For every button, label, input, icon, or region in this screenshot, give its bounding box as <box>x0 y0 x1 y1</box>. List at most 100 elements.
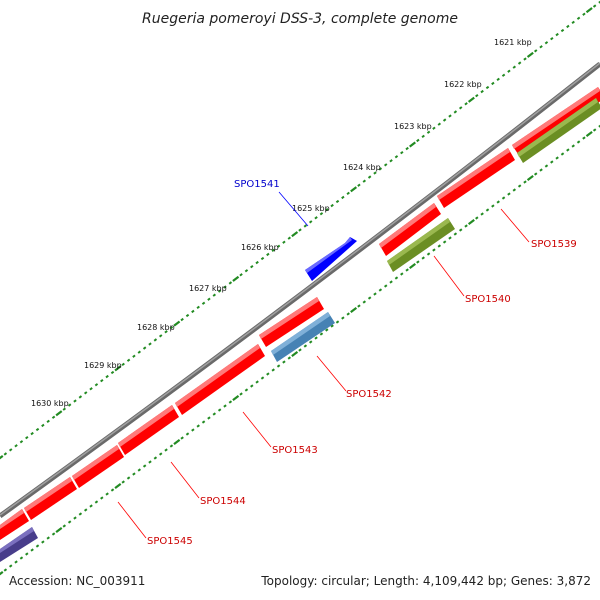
tick-mark <box>223 285 227 289</box>
tick-mark <box>282 240 286 244</box>
gene-cds-forward[interactable] <box>437 148 515 208</box>
gene-cds-forward[interactable] <box>175 344 265 415</box>
gene-cds-reverse[interactable] <box>0 527 38 562</box>
tick-mark <box>14 444 18 448</box>
tick-mark <box>158 334 163 338</box>
outer-tick-track <box>0 0 600 460</box>
gene-label-spo1545[interactable]: SPO1545 <box>147 536 193 547</box>
tick-mark <box>598 0 600 4</box>
gene-cds-forward[interactable] <box>24 477 77 520</box>
gene-cds-reverse[interactable] <box>517 98 600 163</box>
tick-label: 1630 kbp <box>31 399 69 408</box>
tick-mark <box>585 7 593 14</box>
gene-cds-forward[interactable] <box>512 87 600 157</box>
tick-mark <box>114 483 122 489</box>
tick-mark <box>100 378 104 383</box>
tick-mark <box>585 131 593 137</box>
tick-mark <box>158 452 163 456</box>
tick-mark <box>110 370 115 375</box>
tick-mark <box>421 134 425 139</box>
tick-mark <box>185 313 190 318</box>
tick-mark <box>0 455 4 460</box>
tick-mark <box>335 320 340 324</box>
tick-mark <box>137 468 142 472</box>
tick-mark <box>260 256 265 261</box>
tick-mark <box>287 356 292 360</box>
tick-mark <box>409 141 416 148</box>
tick-mark <box>526 175 534 181</box>
gene-label-spo1540[interactable]: SPO1540 <box>465 294 511 305</box>
tick-mark <box>142 464 147 468</box>
tick-mark <box>41 423 45 428</box>
gene-cds-forward[interactable] <box>379 203 441 256</box>
tick-mark <box>400 272 404 276</box>
gene-label-spo1541[interactable]: SPO1541 <box>234 179 280 190</box>
tick-mark <box>126 358 131 362</box>
reverse-strand-genes <box>0 98 600 562</box>
tick-mark <box>180 436 184 440</box>
tick-mark <box>416 138 420 143</box>
tick-mark <box>287 236 292 240</box>
tick-mark <box>266 252 270 257</box>
inner-tick-track <box>0 124 600 576</box>
tick-mark <box>485 208 490 212</box>
tick-mark <box>501 196 506 200</box>
gene-cds-forward[interactable] <box>72 445 124 488</box>
tick-mark <box>78 395 83 399</box>
tick-mark <box>308 220 313 224</box>
tick-mark <box>467 96 475 103</box>
gene-labels: SPO1539 SPO1540 SPO1541 SPO1542 SPO1543 … <box>147 179 577 547</box>
tick-mark <box>207 297 211 301</box>
tick-mark <box>126 476 131 480</box>
tick-mark <box>400 150 404 155</box>
tick-mark <box>362 300 367 304</box>
gene-label-spo1544[interactable]: SPO1544 <box>200 496 246 507</box>
tick-label: 1624 kbp <box>343 163 381 172</box>
tick-mark <box>571 144 575 148</box>
tick-mark <box>121 362 125 367</box>
tick-mark <box>378 288 383 292</box>
gene-label-spo1542[interactable]: SPO1542 <box>346 389 392 400</box>
tick-mark <box>405 146 409 151</box>
gene-spo1541[interactable] <box>305 237 357 281</box>
tick-mark <box>330 324 334 328</box>
gene-cds-forward[interactable] <box>0 509 29 540</box>
tick-mark <box>239 273 243 277</box>
gene-cds-reverse[interactable] <box>387 218 455 272</box>
tick-mark <box>576 16 581 20</box>
tick-mark <box>191 309 195 314</box>
tick-mark <box>51 415 56 419</box>
tick-label: 1629 kbp <box>84 361 122 370</box>
gene-cds-forward[interactable] <box>259 297 324 347</box>
tick-mark <box>409 263 416 269</box>
tick-mark <box>539 45 543 49</box>
tick-mark <box>539 168 543 172</box>
tick-mark <box>480 89 484 94</box>
tick-mark <box>67 520 72 524</box>
tick-mark <box>378 167 383 171</box>
genome-backbone <box>0 62 600 519</box>
tick-mark <box>512 65 517 69</box>
tick-mark <box>94 383 99 387</box>
tick-mark <box>228 281 233 285</box>
tick-mark <box>308 340 313 344</box>
gene-cds-reverse[interactable] <box>271 312 335 362</box>
tick-mark <box>67 403 72 407</box>
tick-mark <box>100 496 104 500</box>
tick-mark <box>298 228 302 232</box>
gene-label-spo1539[interactable]: SPO1539 <box>531 239 577 250</box>
tick-mark <box>276 364 281 368</box>
tick-mark <box>3 452 8 456</box>
tick-mark <box>276 244 281 248</box>
tick-mark <box>314 216 318 220</box>
tick-mark <box>533 49 538 53</box>
tick-label: 1628 kbp <box>137 323 175 332</box>
tick-mark <box>196 424 200 428</box>
gene-cds-forward[interactable] <box>118 405 179 455</box>
tick-mark <box>458 106 463 110</box>
tick-mark <box>389 159 393 163</box>
gene-label-spo1543[interactable]: SPO1543 <box>272 445 318 456</box>
tick-mark <box>244 388 249 392</box>
tick-mark <box>83 508 88 512</box>
tick-mark <box>373 171 377 175</box>
